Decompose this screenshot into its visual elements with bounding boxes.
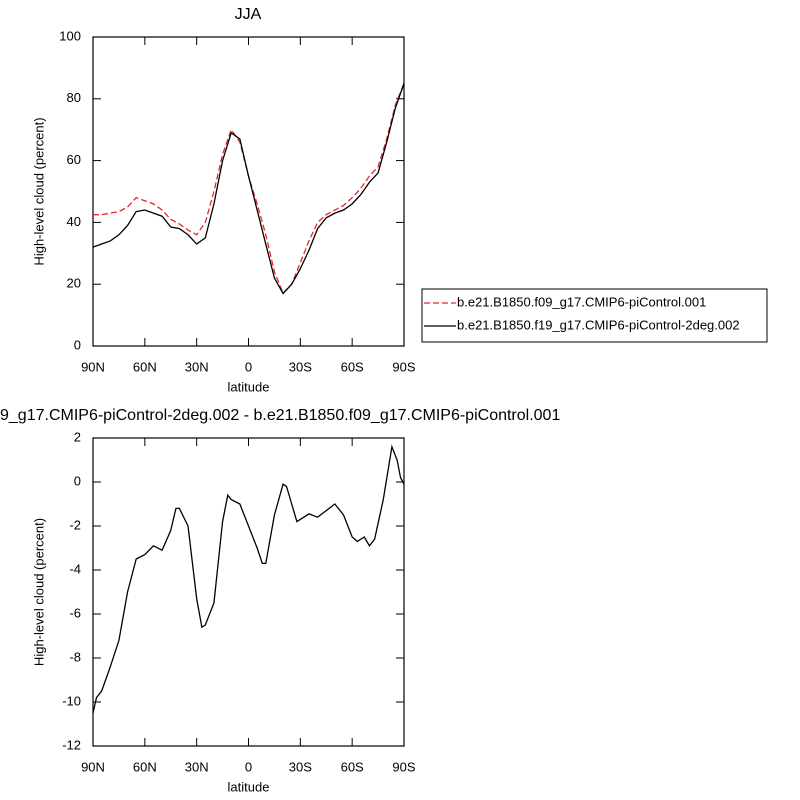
chart-title: JJA — [235, 6, 262, 23]
x-tick-label: 90S — [392, 359, 415, 374]
y-tick-label: -8 — [69, 649, 81, 664]
legend-box — [421, 288, 768, 343]
y-tick-label: 2 — [74, 429, 81, 444]
x-tick-label: 30S — [289, 359, 312, 374]
x-tick-label: 60S — [341, 359, 364, 374]
chart-title: 9_g17.CMIP6-piControl-2deg.002 - b.e21.B… — [0, 407, 560, 424]
x-tick-label: 90S — [392, 759, 415, 774]
x-axis-label: latitude — [228, 779, 270, 794]
y-tick-label: -12 — [62, 737, 81, 752]
x-tick-label: 0 — [245, 359, 252, 374]
series-line — [92, 83, 405, 295]
series-line — [92, 444, 405, 714]
x-tick-label: 30N — [185, 359, 209, 374]
y-tick-label: 100 — [59, 28, 81, 43]
y-tick-label: 0 — [74, 473, 81, 488]
x-tick-label: 90N — [81, 759, 105, 774]
x-tick-label: 60S — [341, 759, 364, 774]
x-tick-label: 60N — [133, 759, 157, 774]
y-axis-label: High-level cloud (percent) — [31, 518, 46, 666]
y-tick-label: -4 — [69, 561, 81, 576]
legend-label: b.e21.B1850.f09_g17.CMIP6-piControl.001 — [457, 294, 706, 309]
y-tick-label: -2 — [69, 517, 81, 532]
y-tick-label: 80 — [67, 90, 81, 105]
x-tick-label: 90N — [81, 359, 105, 374]
x-tick-label: 60N — [133, 359, 157, 374]
y-tick-label: -10 — [62, 693, 81, 708]
y-axis-label: High-level cloud (percent) — [31, 117, 46, 265]
series-line — [93, 83, 405, 295]
y-tick-label: -6 — [69, 605, 81, 620]
plot-frame — [92, 437, 405, 747]
y-tick-label: 40 — [67, 214, 81, 229]
legend-label: b.e21.B1850.f19_g17.CMIP6-piControl-2deg… — [457, 317, 740, 332]
x-axis-label: latitude — [228, 379, 270, 394]
y-tick-label: 60 — [67, 152, 81, 167]
x-tick-label: 0 — [245, 759, 252, 774]
x-tick-label: 30S — [289, 759, 312, 774]
y-tick-label: 0 — [74, 337, 81, 352]
y-tick-label: 20 — [67, 276, 81, 291]
x-tick-label: 30N — [185, 759, 209, 774]
